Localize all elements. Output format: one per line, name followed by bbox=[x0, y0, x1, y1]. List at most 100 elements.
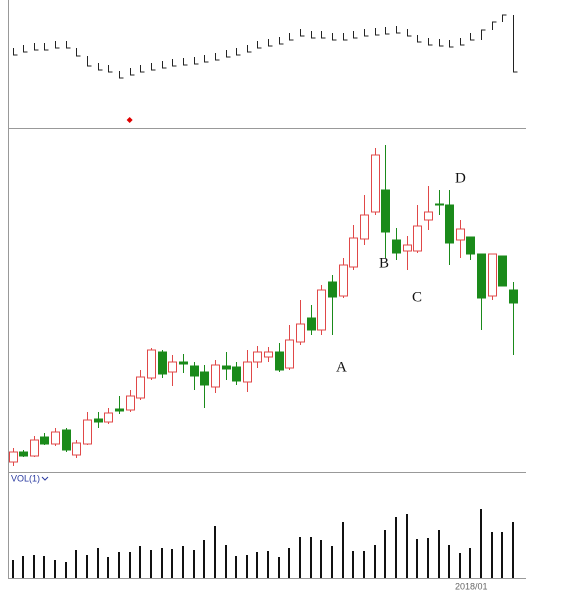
indicator-tick bbox=[257, 41, 262, 49]
signal-marker bbox=[126, 117, 133, 123]
candle-body bbox=[360, 214, 369, 240]
volume-bar bbox=[12, 560, 14, 578]
volume-bar bbox=[320, 540, 322, 578]
candle-body bbox=[158, 351, 167, 375]
candle-body bbox=[285, 339, 294, 369]
volume-bar bbox=[427, 538, 429, 578]
indicator-tick bbox=[332, 33, 337, 41]
indicator-tick bbox=[162, 61, 167, 69]
indicator-tick bbox=[289, 33, 294, 41]
volume-bar bbox=[203, 540, 205, 578]
volume-bar bbox=[299, 537, 301, 578]
volume-bar bbox=[86, 555, 88, 578]
candle-body bbox=[72, 442, 81, 456]
candle-body bbox=[264, 351, 273, 358]
indicator-tick bbox=[513, 15, 518, 73]
volume-bar bbox=[352, 551, 354, 578]
candle-body bbox=[328, 281, 337, 298]
candle-body bbox=[498, 255, 507, 287]
candle-body bbox=[424, 211, 433, 221]
volume-bar bbox=[448, 545, 450, 578]
indicator-tick bbox=[172, 59, 177, 67]
volume-bar bbox=[129, 552, 131, 578]
volume-bar bbox=[342, 522, 344, 578]
volume-bar bbox=[310, 537, 312, 578]
indicator-tick bbox=[140, 65, 145, 73]
candle-body bbox=[19, 451, 28, 457]
indicator-tick bbox=[194, 57, 199, 65]
volume-bar bbox=[331, 546, 333, 578]
volume-bar bbox=[246, 555, 248, 578]
indicator-tick bbox=[300, 29, 305, 37]
indicator-tick bbox=[119, 71, 124, 79]
indicator-tick bbox=[375, 28, 380, 36]
volume-bar bbox=[54, 560, 56, 578]
volume-bar bbox=[459, 553, 461, 578]
indicator-tick bbox=[470, 33, 475, 41]
candle-body bbox=[51, 431, 60, 445]
volume-bar bbox=[469, 548, 471, 578]
indicator-tick bbox=[87, 56, 92, 67]
candle-body bbox=[307, 317, 316, 331]
candle-body bbox=[477, 253, 486, 299]
volume-bar bbox=[65, 562, 67, 578]
candle-body bbox=[232, 366, 241, 382]
volume-bar bbox=[256, 552, 258, 578]
volume-bar bbox=[384, 530, 386, 578]
volume-bar bbox=[193, 550, 195, 578]
volume-bar bbox=[406, 514, 408, 578]
candle-body bbox=[211, 364, 220, 388]
candle-body bbox=[488, 253, 497, 297]
candle-body bbox=[136, 376, 145, 399]
volume-bar bbox=[267, 551, 269, 578]
candle-body bbox=[147, 349, 156, 379]
candle-body bbox=[296, 323, 305, 343]
indicator-tick bbox=[449, 40, 454, 48]
indicator-tick bbox=[34, 43, 39, 51]
indicator-tick bbox=[396, 26, 401, 34]
indicator-tick bbox=[108, 65, 113, 73]
indicator-tick bbox=[23, 45, 28, 53]
indicator-tick bbox=[321, 31, 326, 39]
candle-body bbox=[104, 412, 113, 423]
volume-bar bbox=[75, 550, 77, 578]
volume-bar bbox=[97, 548, 99, 578]
candle-body bbox=[200, 371, 209, 386]
indicator-tick bbox=[279, 37, 284, 45]
volume-bar bbox=[438, 530, 440, 578]
indicator-tick bbox=[76, 48, 81, 57]
x-tick-label: 2018/01 bbox=[455, 581, 488, 591]
annotation: B bbox=[379, 255, 389, 271]
indicator-tick bbox=[268, 39, 273, 47]
indicator-tick bbox=[364, 29, 369, 37]
annotation: D bbox=[455, 170, 466, 186]
indicator-tick bbox=[343, 33, 348, 41]
candle-body bbox=[435, 203, 444, 206]
volume-bar bbox=[374, 545, 376, 578]
volume-bar bbox=[182, 546, 184, 578]
indicator-tick bbox=[215, 53, 220, 61]
dropdown-chevron[interactable] bbox=[41, 476, 49, 481]
volume-bar bbox=[33, 555, 35, 578]
indicator-tick bbox=[226, 50, 231, 58]
volume-bar bbox=[171, 549, 173, 578]
candle-body bbox=[509, 289, 518, 304]
indicator-tick bbox=[502, 14, 507, 22]
candle-body bbox=[456, 228, 465, 241]
candle-body bbox=[466, 236, 475, 255]
indicator-tick bbox=[492, 21, 497, 30]
volume-bar bbox=[288, 548, 290, 578]
volume-bar bbox=[225, 545, 227, 578]
candle-body bbox=[222, 365, 231, 370]
volume-bar bbox=[512, 522, 514, 578]
indicator-tick bbox=[13, 48, 18, 56]
candle-body bbox=[115, 408, 124, 412]
candle-body bbox=[317, 289, 326, 331]
indicator-tick bbox=[417, 35, 422, 43]
volume-bar bbox=[416, 539, 418, 578]
volume-bar bbox=[395, 517, 397, 578]
candle-body bbox=[83, 419, 92, 445]
indicator-tick bbox=[66, 41, 71, 49]
candle-body bbox=[275, 351, 284, 371]
